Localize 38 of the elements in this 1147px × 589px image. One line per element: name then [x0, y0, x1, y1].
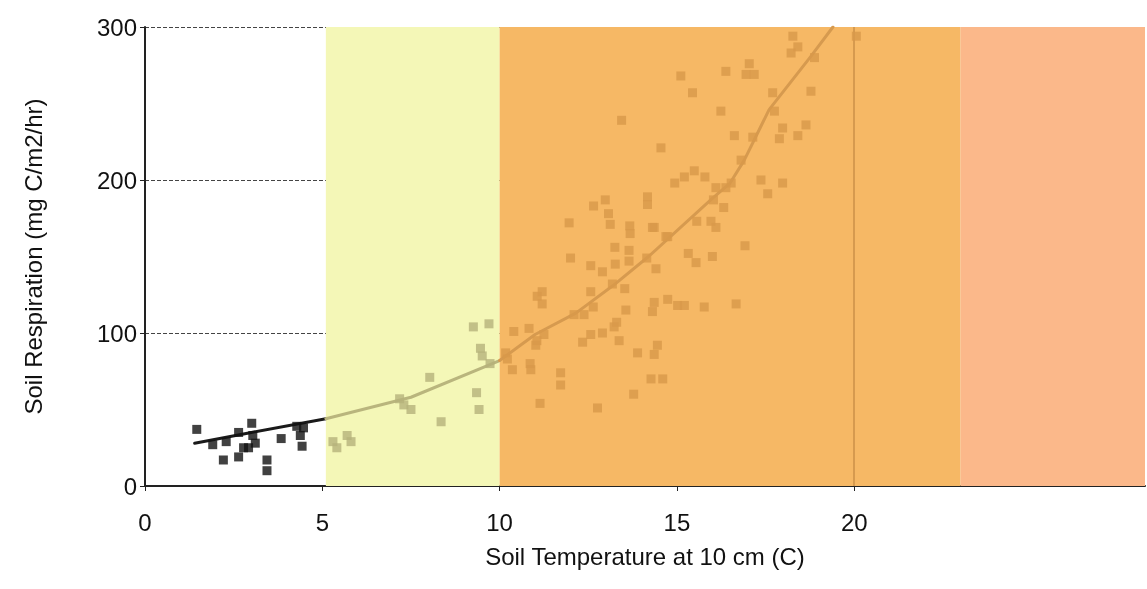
point	[262, 466, 272, 476]
point	[468, 322, 478, 332]
point	[485, 359, 495, 369]
x-tick-label: 15	[663, 508, 691, 536]
point	[295, 431, 305, 441]
y-tick-label: 0	[123, 472, 137, 500]
y-tick-label: 300	[96, 13, 137, 41]
line-series	[498, 25, 835, 363]
point	[297, 441, 307, 451]
point	[234, 452, 244, 462]
point	[477, 351, 487, 361]
x-tick-label: 5	[315, 508, 329, 536]
point	[221, 437, 231, 447]
point	[332, 443, 342, 453]
point	[399, 400, 409, 410]
y-tick-label: 200	[96, 166, 137, 194]
point	[436, 417, 446, 427]
point	[276, 434, 286, 444]
point	[425, 372, 435, 382]
y-tick-label: 100	[96, 319, 137, 347]
point	[248, 431, 258, 441]
point	[484, 319, 494, 329]
point	[346, 437, 356, 447]
y-axis-title: Soil Respiration (mg C/m2/hr)	[19, 98, 47, 415]
point	[262, 455, 272, 465]
point	[192, 424, 202, 434]
x-axis-title: Soil Temperature at 10 cm (C)	[485, 542, 805, 570]
point	[250, 438, 260, 448]
point	[218, 455, 228, 465]
point	[247, 418, 257, 428]
point	[474, 405, 484, 414]
point	[208, 440, 218, 450]
point	[299, 423, 309, 433]
point	[406, 405, 416, 414]
x-tick-label: 20	[840, 508, 868, 536]
x-tick-label: 10	[486, 508, 513, 536]
point	[472, 388, 482, 398]
point	[234, 427, 244, 437]
